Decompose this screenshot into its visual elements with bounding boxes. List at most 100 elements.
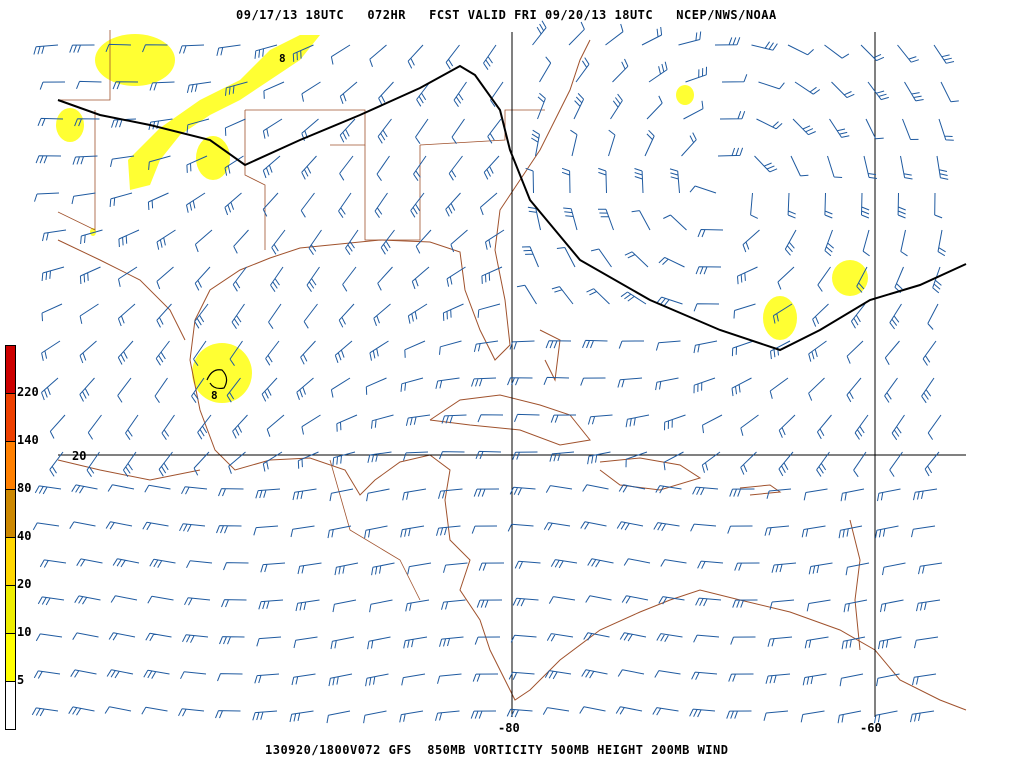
wind-barb (617, 669, 645, 677)
map-title: 09/17/13 18UTC 072HR FCST VALID FRI 09/2… (236, 8, 777, 22)
wind-barb (683, 100, 704, 120)
wind-barb (922, 340, 937, 366)
wind-barb (363, 710, 387, 724)
coastline (57, 39, 967, 711)
wind-barb (740, 414, 759, 436)
wind-barb (655, 377, 679, 391)
wind-barb (663, 214, 687, 231)
wind-barb (582, 339, 608, 349)
wind-barb (221, 599, 247, 608)
wind-barb (86, 451, 100, 477)
wind-barb (332, 599, 357, 613)
wind-barb (186, 155, 208, 173)
wind-barb (616, 521, 644, 531)
contour-label: 8 (211, 389, 218, 402)
wind-barb (927, 303, 939, 330)
wind-barb (378, 81, 394, 106)
colorbar-segment (5, 345, 16, 394)
wind-barb (194, 229, 213, 253)
wind-barb (296, 377, 314, 400)
wind-barb (816, 414, 832, 440)
wind-barb (884, 377, 898, 403)
wind-barb (561, 167, 571, 194)
wind-barb (477, 303, 501, 318)
colorbar-label: 220 (17, 385, 39, 399)
wind-barb (216, 525, 242, 534)
wind-barb (824, 44, 850, 59)
wind-barb (105, 521, 133, 530)
wind-barb (448, 155, 463, 181)
wind-barb (804, 636, 829, 649)
wind-barb (916, 599, 941, 612)
wind-barb (838, 525, 863, 539)
wind-barb (33, 44, 59, 55)
wind-barb (927, 414, 942, 440)
wind-barb (655, 485, 682, 494)
wind-barb (837, 710, 862, 724)
wind-barb (301, 81, 321, 102)
map-caption: 130920/1800V072 GFS 850MB VORTICITY 500M… (265, 743, 729, 757)
wind-barb (655, 340, 681, 351)
wind-barb (79, 303, 99, 324)
wind-barb (41, 266, 65, 282)
wind-barb (107, 484, 135, 492)
wind-barb (374, 192, 388, 218)
wind-barb (186, 192, 206, 213)
wind-barb (117, 340, 134, 365)
wind-barb (625, 451, 648, 468)
wind-barb (292, 44, 314, 62)
wind-barb (913, 488, 938, 501)
wind-barb (932, 266, 942, 294)
wind-barb (598, 167, 607, 194)
colorbar-label: 20 (17, 577, 32, 591)
wind-barb (621, 595, 649, 604)
wind-barb (937, 229, 946, 257)
wind-barb (841, 636, 866, 650)
wind-barb (371, 562, 395, 576)
colorbar-label: 80 (17, 481, 32, 495)
wind-barb (219, 636, 245, 645)
colorbar-segment (5, 393, 16, 442)
wind-barb (256, 636, 282, 647)
lon-label-80: -80 (498, 721, 520, 735)
wind-barb (889, 451, 903, 477)
wind-barb (877, 488, 901, 502)
wind-barb (471, 377, 497, 387)
wind-barb (485, 229, 505, 250)
colorbar-label: 40 (17, 529, 32, 543)
wind-barb (180, 671, 207, 680)
lat-lon-grid (58, 32, 966, 717)
wind-barb (117, 377, 132, 403)
wind-barb (72, 155, 98, 165)
wind-barb (297, 562, 322, 575)
wind-barb (330, 44, 351, 65)
wind-barb (865, 118, 884, 140)
wind-barb (778, 451, 794, 477)
wind-barb (732, 599, 758, 608)
wind-barb (161, 414, 175, 440)
wind-barb (80, 229, 103, 245)
wind-barb (527, 206, 541, 231)
wind-barb (904, 81, 924, 102)
wind-barb (839, 673, 864, 687)
wind-barb (575, 57, 590, 83)
wind-barb (656, 296, 683, 307)
contour-label: 8 (279, 52, 286, 65)
wind-barb (42, 229, 67, 242)
wind-barb (403, 636, 428, 649)
wind-barb (228, 451, 246, 474)
wind-barb (587, 451, 611, 465)
wind-barb (39, 559, 67, 568)
wind-barb (910, 710, 935, 723)
wind-barb (268, 303, 282, 329)
wind-barb (544, 670, 572, 680)
wind-barb (737, 266, 758, 285)
wind-barb (478, 562, 505, 571)
wind-barb (693, 377, 716, 394)
wind-barb (112, 81, 139, 90)
wind-barb (193, 340, 207, 366)
wind-barb (263, 81, 285, 99)
wind-barb (772, 303, 793, 324)
wind-barb (369, 599, 393, 613)
wind-barb (376, 155, 390, 181)
